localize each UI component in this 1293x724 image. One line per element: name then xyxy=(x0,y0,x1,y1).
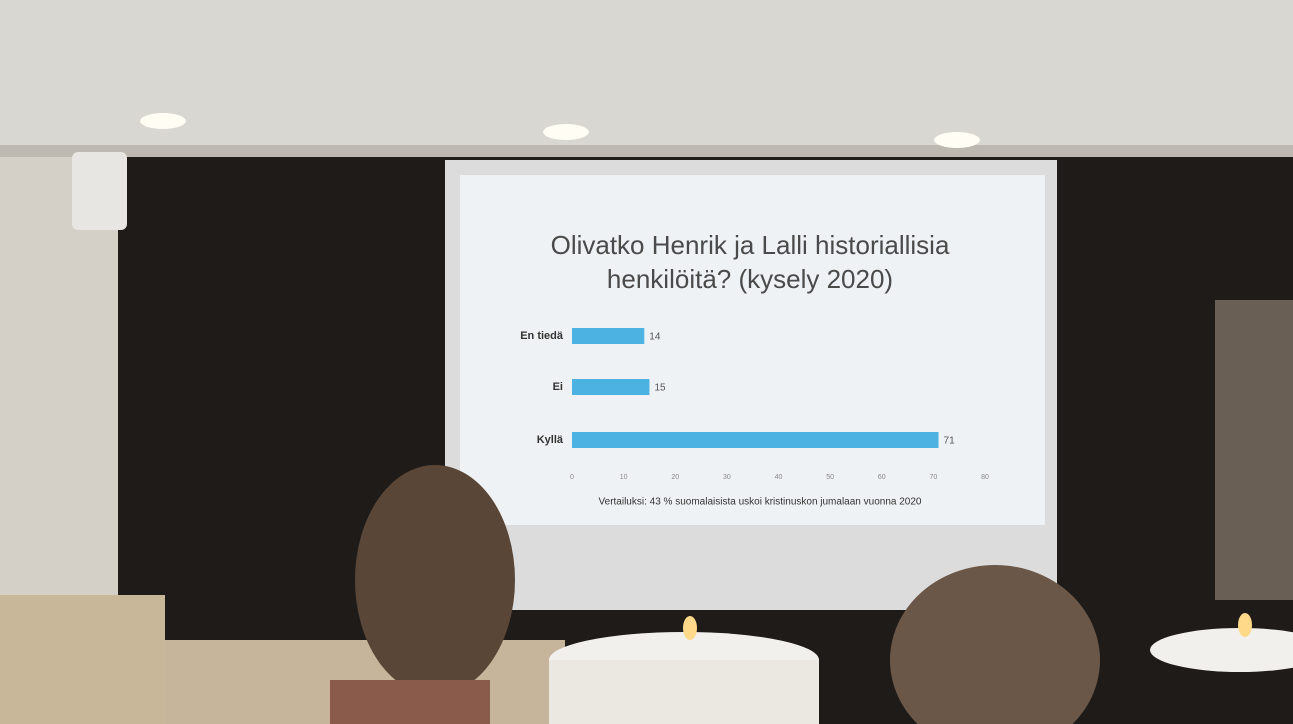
x-tick-label: 70 xyxy=(929,474,937,481)
page: Vertailuksi: 43 % suomalaisista uskoi kr… xyxy=(0,0,1293,724)
x-tick-label: 80 xyxy=(981,474,989,481)
shoulder xyxy=(330,680,490,724)
y-tick-label: En tiedä xyxy=(520,330,564,342)
candle xyxy=(683,616,697,640)
x-tick-label: 20 xyxy=(671,474,679,481)
ceiling-light xyxy=(543,124,589,140)
photo: Vertailuksi: 43 % suomalaisista uskoi kr… xyxy=(0,0,1293,724)
counter xyxy=(0,595,165,724)
head xyxy=(355,465,515,695)
ceiling-light xyxy=(934,132,980,148)
chart-note: Vertailuksi: 43 % suomalaisista uskoi kr… xyxy=(599,497,922,508)
ceiling xyxy=(0,0,1293,150)
x-tick-label: 50 xyxy=(826,474,834,481)
x-tick-label: 30 xyxy=(723,474,731,481)
speaker xyxy=(72,152,127,230)
table-cloth xyxy=(549,660,819,724)
candle xyxy=(1238,613,1252,637)
ceiling-edge xyxy=(0,145,1293,157)
x-tick-label: 10 xyxy=(620,474,628,481)
y-tick-label: Ei xyxy=(553,381,563,393)
value-label: 14 xyxy=(649,332,661,343)
curtain xyxy=(1215,300,1293,600)
bar xyxy=(572,379,649,395)
y-tick-label: Kyllä xyxy=(537,434,564,446)
value-label: 71 xyxy=(944,436,956,447)
x-tick-label: 40 xyxy=(775,474,783,481)
ceiling-light xyxy=(140,113,186,129)
x-tick-label: 60 xyxy=(878,474,886,481)
chart-title: Olivatko Henrik ja Lalli historiallisia … xyxy=(500,228,1000,296)
x-tick-label: 0 xyxy=(570,474,574,481)
bar xyxy=(572,328,644,344)
value-label: 15 xyxy=(654,383,666,394)
bar xyxy=(572,432,939,448)
